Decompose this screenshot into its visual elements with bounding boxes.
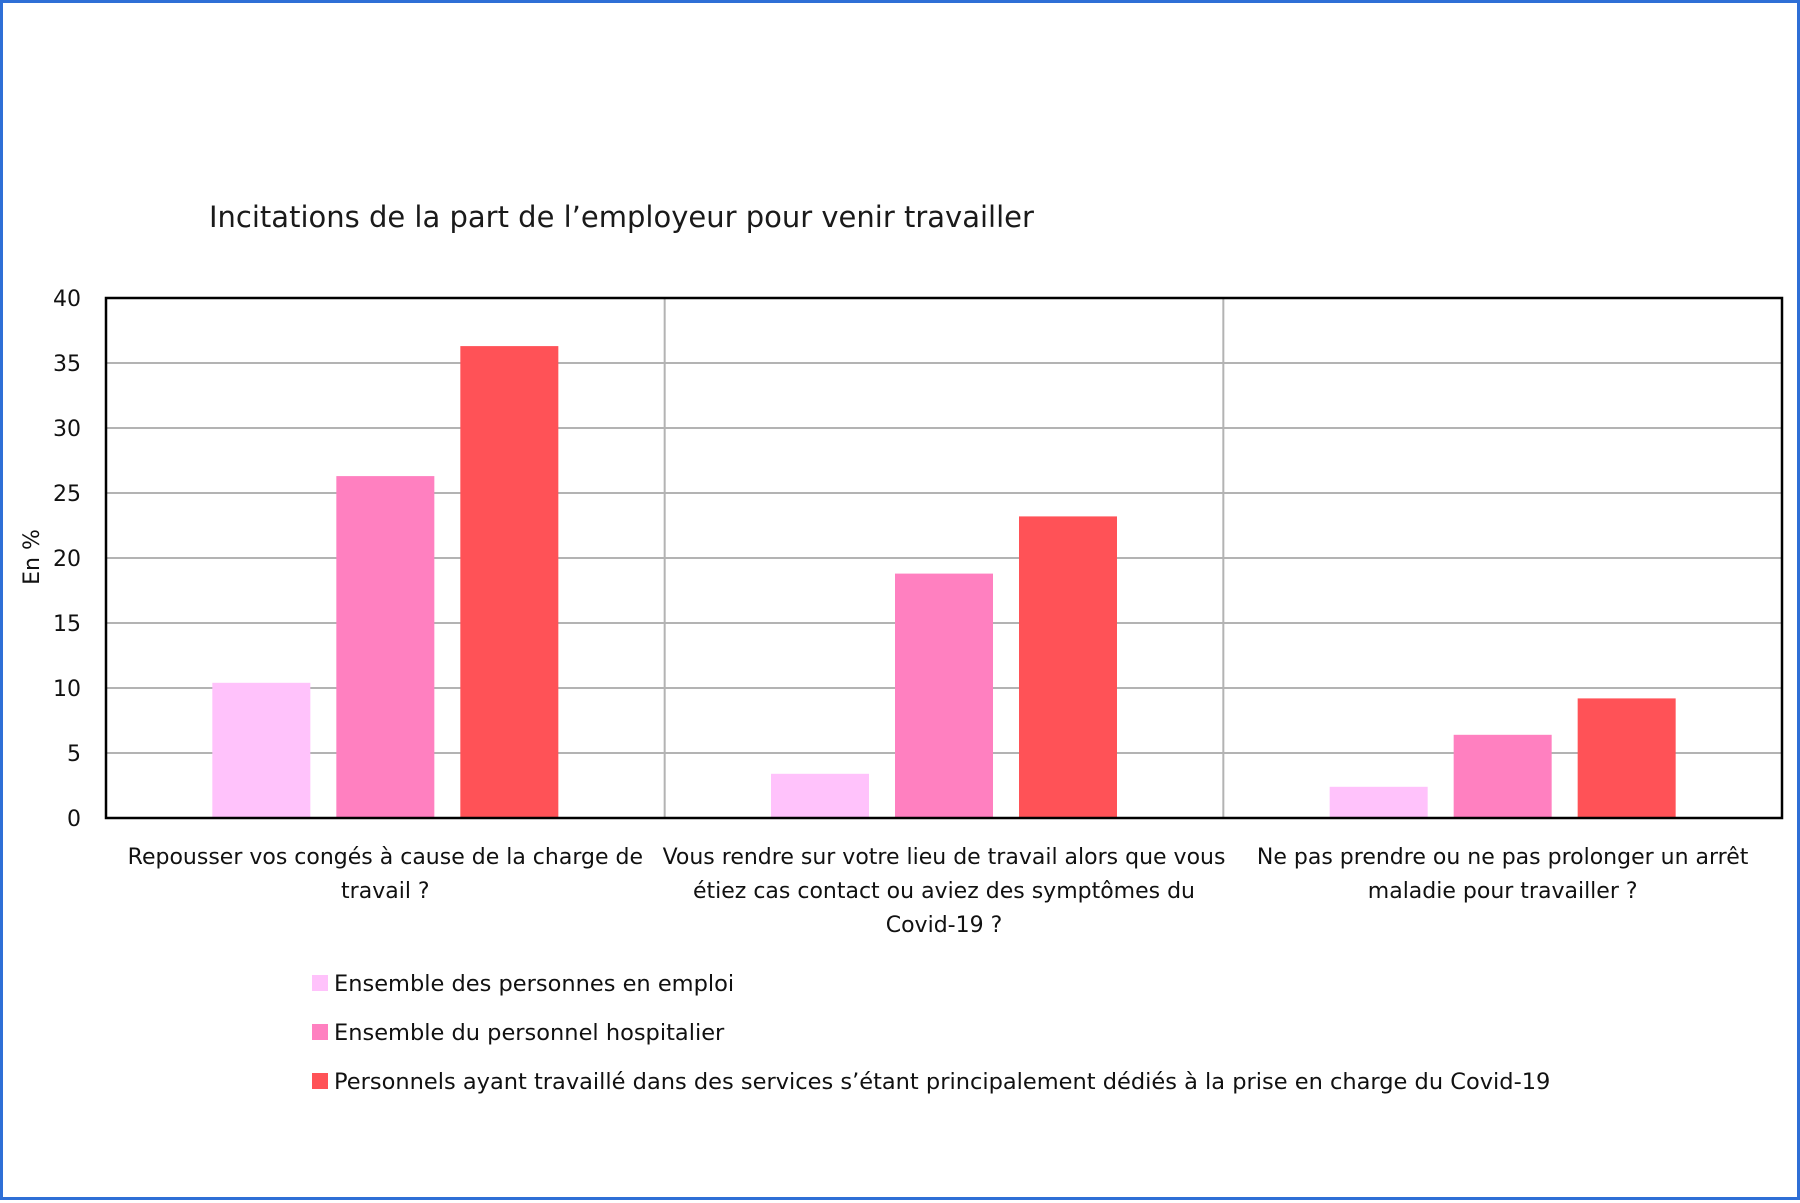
y-tick-label: 30 (53, 417, 81, 442)
legend-label: Ensemble du personnel hospitalier (334, 1020, 725, 1046)
category-label: Ne pas prendre ou ne pas prolonger un ar… (1257, 845, 1749, 870)
category-label: Vous rendre sur votre lieu de travail al… (663, 845, 1226, 870)
y-tick-label: 25 (53, 482, 81, 507)
bar (771, 773, 869, 818)
y-tick-label: 10 (53, 677, 81, 702)
bar (336, 476, 435, 818)
bar (212, 682, 311, 818)
x-axis-categories: Repousser vos congés à cause de la charg… (128, 845, 1749, 938)
category-label: étiez cas contact ou aviez des symptômes… (693, 879, 1195, 904)
category-label: Covid-19 ? (886, 913, 1003, 938)
bar (1577, 698, 1676, 818)
y-tick-label: 35 (53, 352, 81, 377)
y-axis-ticks: 0 5 10 15 20 25 30 35 40 (53, 287, 81, 832)
legend-swatch (312, 975, 328, 991)
y-axis-label: En % (20, 529, 45, 585)
y-tick-label: 40 (53, 287, 81, 312)
bar (460, 346, 559, 818)
bar (1453, 734, 1552, 818)
legend-swatch (312, 1073, 328, 1089)
chart-title: Incitations de la part de l’employeur po… (209, 200, 1034, 234)
category-label: Repousser vos congés à cause de la charg… (128, 845, 643, 870)
category-label: maladie pour travailler ? (1368, 879, 1638, 904)
legend-label: Ensemble des personnes en emploi (334, 971, 734, 997)
bar (895, 573, 993, 818)
category-label: travail ? (341, 879, 430, 904)
bar (1329, 786, 1428, 818)
bar (1019, 516, 1117, 818)
y-tick-label: 0 (67, 807, 81, 832)
plot-area (104, 296, 1784, 820)
y-tick-label: 15 (53, 612, 81, 637)
y-tick-label: 5 (67, 742, 81, 767)
y-tick-label: 20 (53, 547, 81, 572)
legend-swatch (312, 1024, 328, 1040)
bars (212, 346, 1676, 818)
bar-chart: Incitations de la part de l’employeur po… (20, 200, 1784, 1095)
plot-border (104, 296, 1784, 820)
legend-label: Personnels ayant travaillé dans des serv… (334, 1069, 1550, 1095)
legend: Ensemble des personnes en emploi Ensemble… (312, 971, 1550, 1095)
